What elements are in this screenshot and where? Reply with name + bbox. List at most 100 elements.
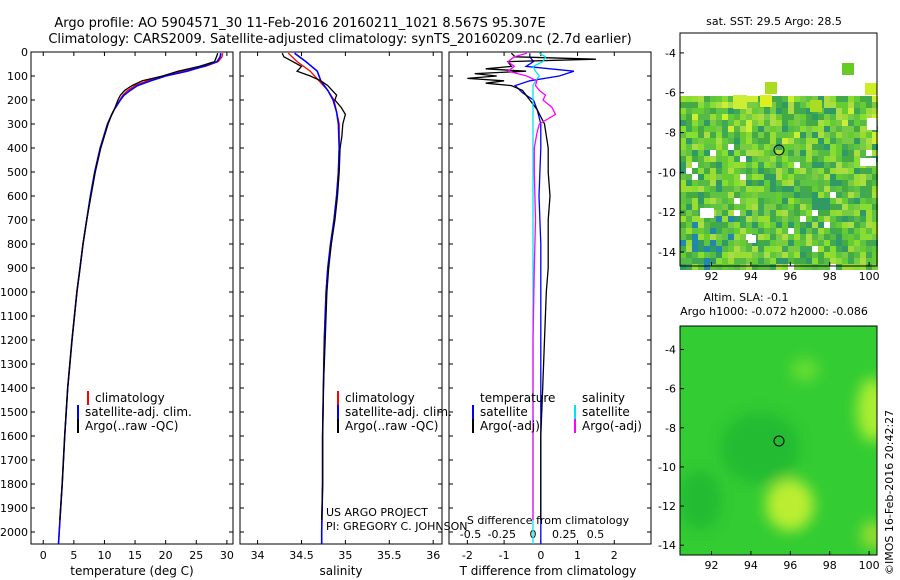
sst-cell <box>740 216 746 222</box>
sst-cell <box>836 204 842 210</box>
depth-tick-label: 600 <box>7 190 28 203</box>
map-x-tick-label: 92 <box>705 559 719 572</box>
sst-cell <box>728 198 734 204</box>
sst-cell <box>854 264 860 270</box>
sst-cell <box>818 174 824 180</box>
sst-cell <box>842 264 848 270</box>
sst-cell <box>854 126 860 132</box>
sst-cell <box>752 228 758 234</box>
sst-cell <box>758 198 764 204</box>
sst-cell <box>716 234 722 240</box>
sst-cell <box>758 192 764 198</box>
sst-cell <box>824 204 830 210</box>
sst-cell <box>872 216 878 222</box>
sst-cell <box>782 240 788 246</box>
sst-cell <box>752 126 758 132</box>
sst-cell <box>686 192 692 198</box>
sst-cell <box>716 222 722 228</box>
sst-cell <box>764 186 770 192</box>
sst-cell <box>728 114 734 120</box>
sst-cell <box>830 114 836 120</box>
sst-cell <box>824 186 830 192</box>
sst-cell <box>680 102 686 108</box>
sst-cell <box>734 222 740 228</box>
sst-cell <box>872 210 878 216</box>
depth-tick-label: 1300 <box>0 358 28 371</box>
sst-cell <box>824 156 830 162</box>
sst-cell <box>686 108 692 114</box>
sst-cell <box>716 198 722 204</box>
sst-cell <box>794 246 800 252</box>
sst-cell <box>818 180 824 186</box>
sst-cell <box>716 186 722 192</box>
sst-cell <box>716 228 722 234</box>
sst-cell <box>722 168 728 174</box>
sla-anomaly-blob <box>766 479 814 531</box>
sst-cell <box>800 252 806 258</box>
sst-cell <box>740 234 746 240</box>
sst-cell <box>836 216 842 222</box>
sst-cell <box>722 240 728 246</box>
sst-cell <box>692 132 698 138</box>
sst-cell <box>704 138 710 144</box>
sst-cell <box>758 234 764 240</box>
sst-cell <box>842 252 848 258</box>
sst-cell <box>692 156 698 162</box>
sst-cell <box>710 264 716 270</box>
sst-cell <box>680 228 686 234</box>
sst-cell <box>860 234 866 240</box>
sst-cell <box>842 132 848 138</box>
sst-cell <box>746 126 752 132</box>
sst-cell <box>710 216 716 222</box>
sst-cell <box>740 162 746 168</box>
temperature-xlabel: temperature (deg C) <box>70 564 193 578</box>
sst-cell <box>782 132 788 138</box>
sst-cell <box>848 216 854 222</box>
sst-cell <box>800 204 806 210</box>
sst-cell <box>788 264 794 270</box>
sst-cell <box>764 144 770 150</box>
sst-cell <box>686 186 692 192</box>
depth-tick-label: 300 <box>7 118 28 131</box>
sst-cell <box>848 258 854 264</box>
sst-cell <box>770 204 776 210</box>
sst-cell <box>770 198 776 204</box>
sst-cell <box>848 126 854 132</box>
map-y-tick-label: -10 <box>658 166 676 179</box>
sst-cell <box>806 126 812 132</box>
sst-cell <box>686 216 692 222</box>
legend-label-satellite: satellite-adj. clim. <box>85 405 192 419</box>
sst-cell <box>680 168 686 174</box>
sst-cell <box>710 174 716 180</box>
sst-cell <box>746 162 752 168</box>
sst-cell <box>734 114 740 120</box>
sst-cell <box>728 210 734 216</box>
sla-map-title-line1: Altim. SLA: -0.1 <box>703 291 788 304</box>
sst-cell <box>866 180 872 186</box>
sst-cell <box>836 102 842 108</box>
sst-cell <box>794 228 800 234</box>
sst-cell <box>740 192 746 198</box>
sst-cell <box>854 180 860 186</box>
sst-cell <box>794 162 800 168</box>
depth-tick-label: 2000 <box>0 526 28 539</box>
sst-cell <box>680 162 686 168</box>
sst-cell <box>764 264 770 270</box>
sst-cell <box>848 108 854 114</box>
sst-cell <box>782 156 788 162</box>
sst-cell <box>758 210 764 216</box>
sst-cell <box>818 258 824 264</box>
sst-cell <box>860 258 866 264</box>
sst-cell <box>770 150 776 156</box>
sst-cell <box>764 246 770 252</box>
sst-cell <box>746 198 752 204</box>
sst-cell <box>812 168 818 174</box>
sst-cell <box>836 150 842 156</box>
sst-cell <box>758 228 764 234</box>
sst-cell <box>860 150 866 156</box>
sst-cell <box>788 96 794 102</box>
sst-cell <box>692 240 698 246</box>
sst-cell <box>848 222 854 228</box>
sst-cell <box>842 246 848 252</box>
sst-cell <box>752 132 758 138</box>
